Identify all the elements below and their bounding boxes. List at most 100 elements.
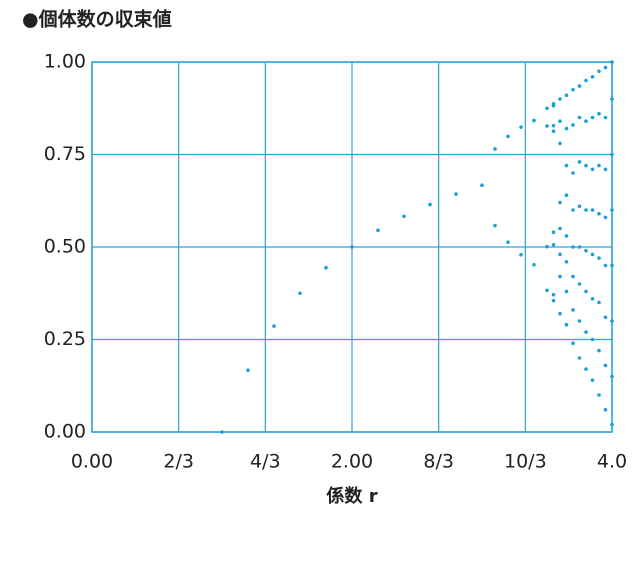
point: [571, 245, 575, 249]
point: [519, 125, 523, 129]
point: [571, 87, 575, 92]
point: [545, 244, 549, 249]
point: [597, 393, 601, 397]
point: [272, 324, 276, 328]
point: [590, 167, 595, 172]
point: [577, 160, 582, 164]
point: [558, 274, 562, 279]
point: [506, 240, 510, 244]
point: [564, 289, 569, 294]
point: [590, 115, 595, 120]
point: [545, 124, 549, 128]
x-tick-label: 4.0: [597, 451, 627, 473]
point: [597, 348, 601, 353]
point: [571, 274, 575, 279]
point: [577, 282, 582, 286]
x-tick-label: 0.00: [71, 451, 113, 473]
point: [350, 245, 354, 249]
point: [577, 356, 582, 360]
point: [577, 245, 582, 249]
point: [324, 265, 328, 270]
x-tick-label: 8/3: [423, 451, 454, 473]
point: [610, 374, 614, 379]
point: [545, 288, 549, 293]
point: [590, 252, 595, 257]
point: [551, 102, 556, 106]
y-tick-label: 0.50: [44, 236, 86, 258]
point: [603, 363, 608, 368]
point: [610, 263, 614, 268]
y-tick-label: 0.00: [44, 421, 86, 443]
y-tick-label: 1.00: [44, 51, 86, 73]
point: [480, 183, 484, 188]
point: [597, 112, 601, 116]
point: [493, 223, 497, 228]
point: [603, 263, 608, 268]
point: [577, 84, 582, 88]
point: [610, 152, 614, 157]
point: [577, 204, 582, 209]
point: [506, 134, 510, 139]
chart-title: ●個体数の収束値: [22, 8, 172, 31]
point: [551, 298, 556, 303]
point: [584, 163, 588, 168]
point: [454, 192, 458, 196]
point: [551, 230, 556, 234]
point: [532, 118, 536, 123]
x-tick-label: 2/3: [163, 451, 194, 473]
point: [558, 119, 562, 123]
point: [610, 208, 614, 212]
point: [246, 368, 250, 373]
point: [551, 123, 556, 128]
point: [603, 315, 608, 320]
point: [519, 252, 523, 257]
point: [551, 242, 556, 247]
point: [590, 378, 595, 383]
point: [577, 115, 582, 120]
point: [610, 97, 614, 101]
point: [603, 115, 608, 120]
x-tick-label: 2.00: [331, 451, 373, 473]
point: [584, 248, 588, 253]
point: [590, 337, 595, 342]
point: [558, 226, 562, 231]
point: [564, 126, 569, 131]
point: [584, 330, 588, 334]
point: [558, 200, 562, 205]
point: [564, 193, 569, 197]
x-tick-label: 4/3: [250, 451, 281, 473]
point: [298, 291, 302, 296]
point: [584, 289, 588, 294]
point: [564, 163, 569, 168]
point: [571, 308, 575, 312]
point: [558, 97, 562, 101]
point: [564, 93, 569, 98]
point: [564, 322, 569, 327]
point: [597, 300, 601, 305]
point: [610, 319, 614, 323]
y-tick-label: 0.75: [44, 143, 86, 165]
point: [545, 106, 549, 111]
point: [584, 367, 588, 371]
point: [558, 141, 562, 146]
point: [558, 311, 562, 316]
point: [603, 65, 608, 70]
y-tick-label: 0.25: [44, 328, 86, 350]
x-axis-label: 係数 r: [326, 485, 377, 507]
point: [428, 202, 432, 207]
point: [551, 292, 556, 297]
point: [558, 252, 562, 257]
point: [603, 167, 608, 172]
point: [402, 214, 406, 219]
point: [584, 208, 588, 212]
point: [577, 319, 582, 323]
x-tick-label: 10/3: [504, 451, 547, 473]
point: [597, 211, 601, 216]
point: [551, 129, 556, 133]
point: [571, 341, 575, 346]
point: [603, 408, 608, 412]
point: [590, 75, 595, 79]
point: [564, 234, 569, 238]
point: [571, 171, 575, 175]
